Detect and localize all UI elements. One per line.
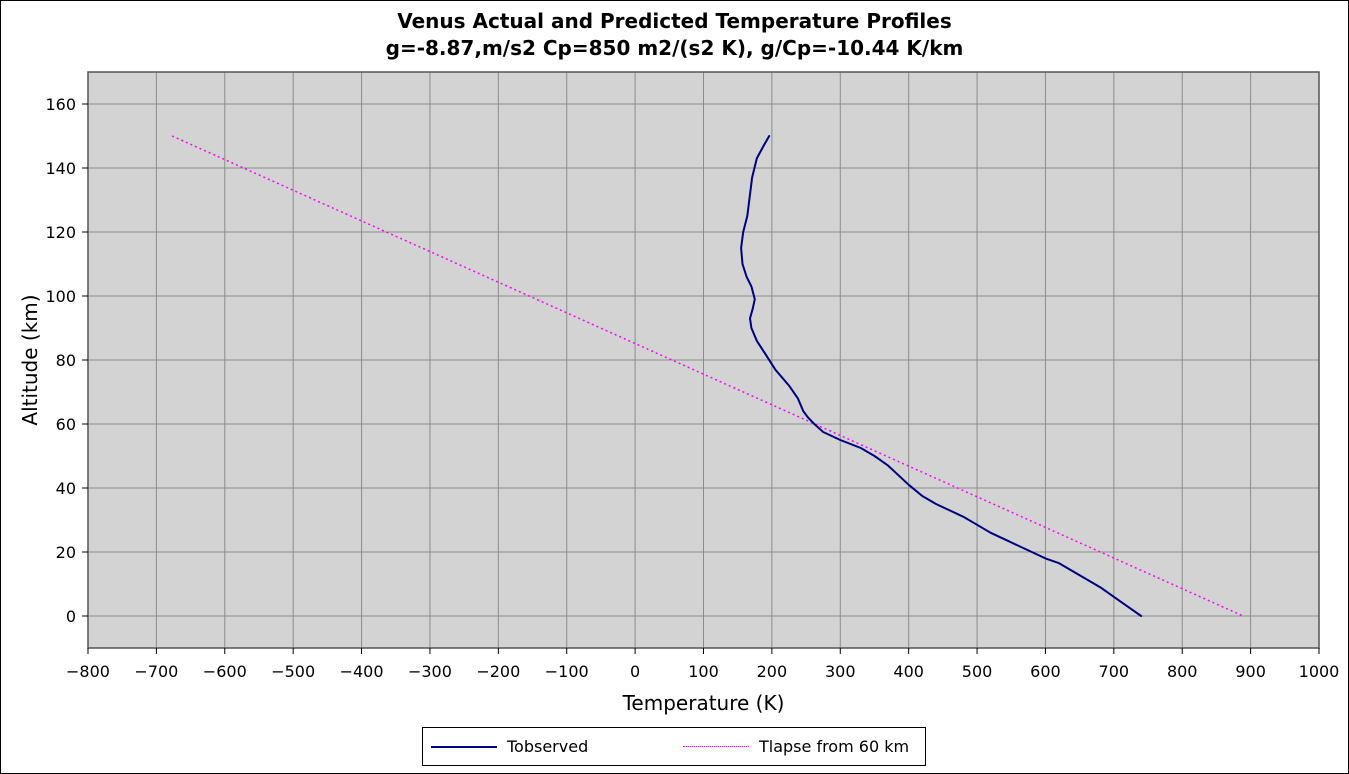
y-axis-ticks: 0 20 40 60 80 100 120 140 160 (45, 95, 88, 626)
horizontal-gridlines (88, 103, 1319, 617)
x-tick-label: 800 (1167, 662, 1198, 681)
series-line-1 (171, 135, 1244, 617)
y-tick-label: 40 (56, 479, 76, 498)
y-tick-label: 60 (56, 415, 76, 434)
x-tick-label: −100 (545, 662, 589, 681)
legend-label-tobserved: Tobserved (507, 737, 589, 756)
legend-item-tobserved: Tobserved (431, 728, 588, 765)
x-tick-label: −600 (203, 662, 247, 681)
x-tick-label: −800 (66, 662, 110, 681)
y-axis-title: Altitude (km) (18, 294, 42, 425)
legend: Tobserved Tlapse from 60 km (422, 727, 926, 766)
x-axis-title: Temperature (K) (622, 691, 785, 715)
x-tick-label: 500 (962, 662, 993, 681)
legend-swatch-tobserved (431, 745, 497, 748)
legend-item-tlapse: Tlapse from 60 km (683, 728, 909, 765)
x-tick-label: 1000 (1299, 662, 1340, 681)
x-tick-label: 400 (893, 662, 924, 681)
y-tick-label: 140 (45, 159, 76, 178)
legend-label-tlapse: Tlapse from 60 km (759, 737, 910, 756)
series-line-0 (740, 135, 1143, 617)
legend-swatch-tlapse (683, 746, 749, 747)
x-tick-label: 0 (630, 662, 640, 681)
x-tick-label: 300 (825, 662, 856, 681)
x-tick-label: −400 (340, 662, 384, 681)
x-tick-label: −200 (476, 662, 520, 681)
x-tick-label: −300 (408, 662, 452, 681)
chart-title: Venus Actual and Predicted Temperature P… (0, 8, 1349, 62)
x-tick-label: −700 (134, 662, 178, 681)
x-tick-label: 700 (1099, 662, 1130, 681)
series-layer (171, 135, 1244, 617)
chart-title-line-2: g=-8.87,m/s2 Cp=850 m2/(s2 K), g/Cp=-10.… (385, 36, 964, 60)
x-tick-label: 100 (688, 662, 719, 681)
x-tick-label: 200 (757, 662, 788, 681)
y-tick-label: 100 (45, 287, 76, 306)
y-tick-label: 80 (56, 351, 76, 370)
y-tick-label: 0 (66, 607, 76, 626)
x-tick-label: 600 (1030, 662, 1061, 681)
x-axis-ticks: −800 −700 −600 −500 −400 −300 −200 −100 0 100 200 3… (66, 648, 1339, 681)
x-tick-label: −500 (271, 662, 315, 681)
x-tick-label: 900 (1235, 662, 1266, 681)
y-tick-label: 120 (45, 223, 76, 242)
y-tick-label: 20 (56, 543, 76, 562)
chart-title-line-1: Venus Actual and Predicted Temperature P… (397, 9, 952, 33)
y-tick-label: 160 (45, 95, 76, 114)
